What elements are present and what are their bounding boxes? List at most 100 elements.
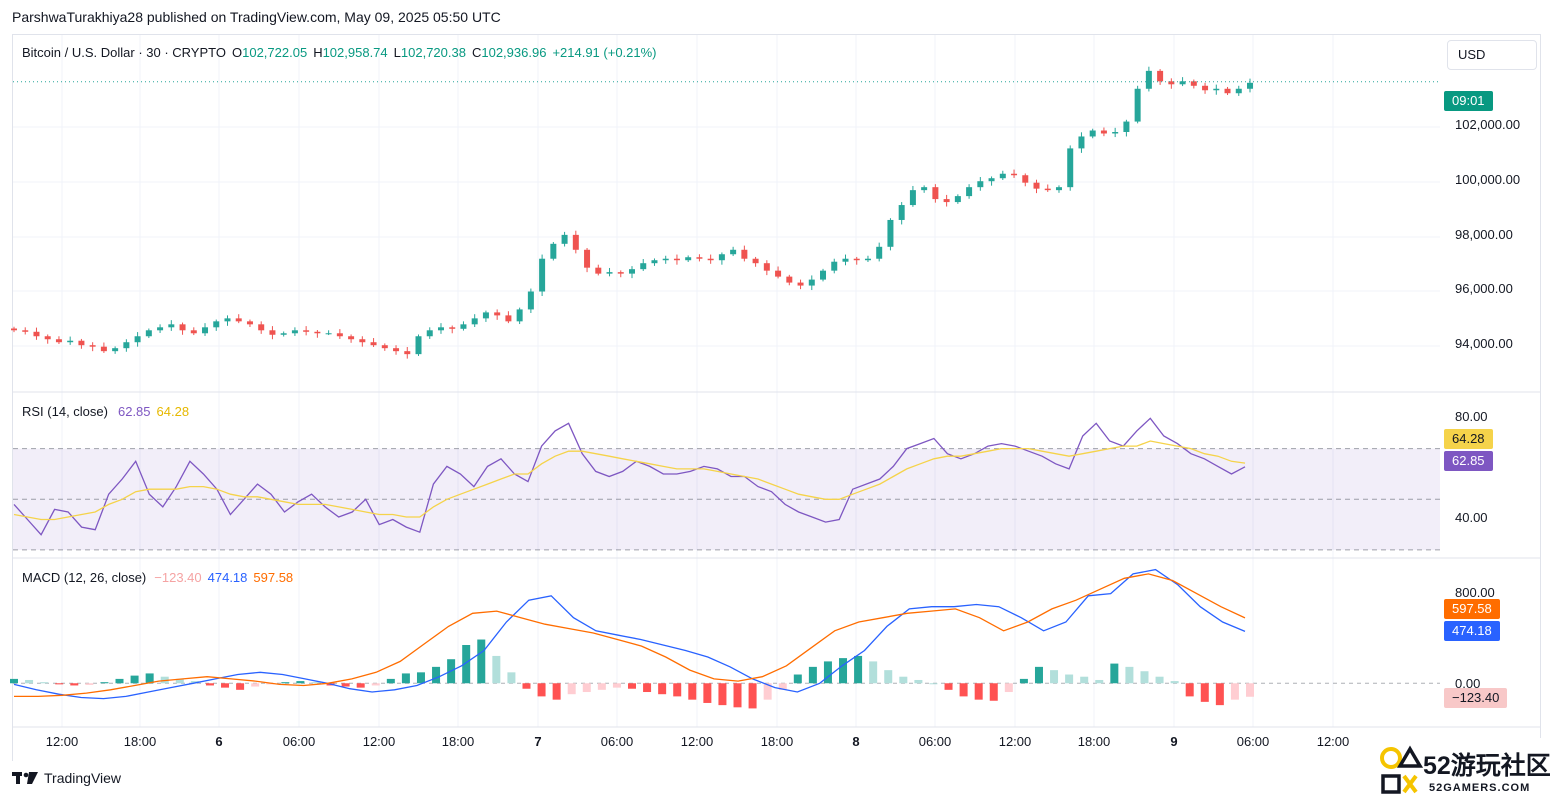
candle-body [898,205,905,220]
candle-body [1100,130,1107,134]
candle-body [685,257,692,261]
candle-body [696,257,703,259]
candle-body [763,263,770,271]
macd-histogram-bar [432,666,441,684]
macd-hist-tag: −123.40 [1444,688,1508,708]
rsi-value: 62.85 [117,404,151,419]
rsi-title: RSI (14, close) [22,404,108,419]
price-axis-label: 94,000.00 [1455,336,1513,351]
open-value: 102,722.05 [242,45,308,60]
candle-body [921,187,928,191]
macd-histogram-bar [1246,683,1254,697]
macd-histogram-bar [522,683,531,689]
candle-body [966,187,973,197]
candle-body [460,324,467,329]
currency-selector[interactable]: USD [1447,40,1537,70]
candle-body [1134,88,1141,122]
macd-legend[interactable]: MACD (12, 26, close) −123.40 474.18 597.58 [22,570,299,585]
candle-body [202,327,209,334]
candle-body [1145,70,1152,89]
macd-histogram-bar [221,683,230,688]
tradingview-logo[interactable]: TradingView [12,770,121,786]
candle-body [1202,85,1209,91]
macd-histogram-bar [175,678,184,684]
high-label: H [313,45,323,60]
candle-body [437,327,444,331]
candle-body [291,330,298,334]
macd-histogram-bar [1215,683,1224,706]
candle-body [640,263,647,270]
candle-body [471,318,478,325]
candle-body [55,339,62,343]
candle-body [235,318,242,322]
candle-body [629,269,635,274]
candle-body [831,261,838,271]
macd-histogram-bar [839,658,848,684]
candle-body [482,312,489,319]
macd-histogram-bar [673,683,682,697]
macd-histogram-bar [85,683,94,685]
macd-histogram-bar [537,683,546,697]
candle-body [449,327,456,329]
rsi-line [13,417,1246,536]
macd-histogram-bar [130,675,139,684]
macd-histogram-bar [70,683,79,686]
symbol-legend[interactable]: Bitcoin / U.S. Dollar · 30 · CRYPTO O102,… [22,45,663,60]
candle-body [1213,88,1220,91]
candle-body [584,249,591,268]
macd-histogram-bar [55,683,64,685]
rsi-pane [13,417,1440,551]
macd-histogram-bar [115,678,124,684]
candle-body [516,309,523,322]
macd-histogram-bar [989,683,998,701]
candle-body [853,258,860,261]
macd-histogram-bar [567,683,576,695]
macd-histogram-bar [1140,671,1149,684]
macd-axis-label: 800.00 [1455,585,1495,600]
candle-body [179,324,186,331]
macd-histogram-bar [959,683,968,697]
macd-histogram-bar [1185,683,1194,697]
macd-histogram-bar [929,683,938,685]
candle-body [224,318,231,322]
macd-histogram-bar [869,661,878,684]
candle-body [561,234,568,244]
macd-histogram-bar [763,683,772,700]
candle-body [1011,173,1018,176]
candle-body [258,324,265,331]
candle-body [820,270,827,280]
candle-body [404,351,411,355]
watermark-text: 52游玩社区 [1423,752,1551,780]
macd-histogram-bar [1170,681,1179,684]
macd-value: 474.18 [207,570,248,585]
candle-body [887,219,894,247]
macd-histogram-bar [944,683,953,690]
candle-body [89,345,96,347]
time-axis-label: 06:00 [1236,734,1270,749]
macd-histogram-bar [1155,676,1164,684]
rsi-ma-tag: 64.28 [1444,429,1493,449]
candle-body [33,331,40,337]
candle-body [1247,82,1253,89]
candle-body [786,276,793,283]
macd-histogram-bar [703,683,712,703]
macd-histogram-bar [899,676,908,684]
time-axis-label: 12:00 [680,734,714,749]
price-axis-label: 100,000.00 [1455,172,1521,187]
rsi-legend[interactable]: RSI (14, close) 62.85 64.28 [22,404,195,419]
macd-histogram-bar [10,678,18,684]
macd-histogram-bar [190,681,199,684]
macd-histogram-bar [582,683,591,693]
macd-signal-tag: 597.58 [1444,599,1500,619]
time-axis-label: 06:00 [282,734,316,749]
macd-histogram-bar [356,683,365,688]
macd-histogram-bar [205,683,214,686]
candle-body [741,249,748,259]
macd-histogram-bar [266,683,275,685]
rsi-ma-value: 64.28 [156,404,190,419]
time-axis-label: 12:00 [998,734,1032,749]
low-label: L [393,45,401,60]
price-axis-label: 102,000.00 [1455,117,1521,132]
macd-histogram-bar [25,679,34,684]
